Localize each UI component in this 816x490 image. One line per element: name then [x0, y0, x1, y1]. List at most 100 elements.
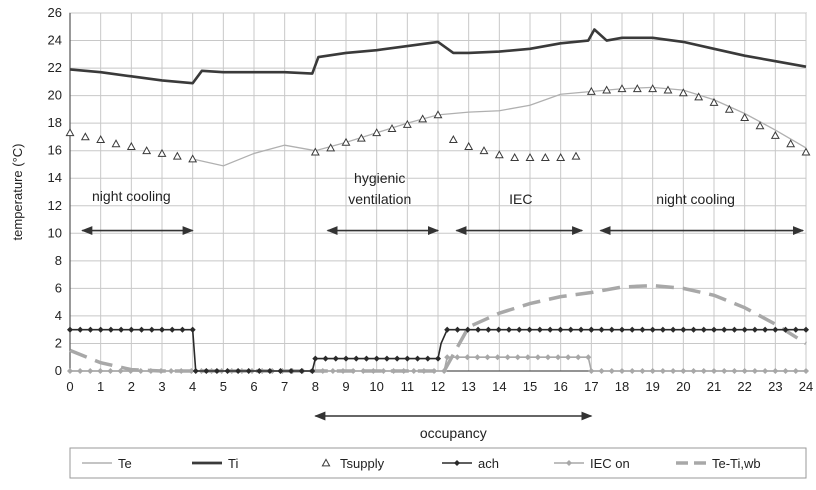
- y-tick-label: 16: [48, 143, 62, 158]
- data-point: [402, 119, 412, 128]
- data-point: [724, 104, 734, 113]
- data-point: [433, 110, 443, 119]
- data-point: [700, 326, 707, 333]
- data-point: [179, 326, 186, 333]
- data-point: [87, 367, 94, 375]
- legend: Te Ti Tsupply ach IEC on Te-Ti,wb: [69, 447, 807, 479]
- data-point: [629, 326, 636, 333]
- data-point: [740, 113, 750, 122]
- data-point: [802, 367, 810, 375]
- x-tick-label: 15: [523, 379, 537, 394]
- legend-label: ach: [478, 456, 499, 471]
- data-point: [670, 367, 677, 375]
- data-point: [464, 354, 471, 361]
- occupancy-label: occupancy: [420, 425, 487, 441]
- x-tick-label: 5: [220, 379, 227, 394]
- data-point: [444, 354, 451, 361]
- y-tick-label: 2: [55, 335, 62, 350]
- data-point: [372, 128, 382, 137]
- data-point: [485, 326, 492, 333]
- x-tick-label: 11: [401, 379, 415, 394]
- data-point: [629, 367, 636, 375]
- data-point: [329, 367, 336, 375]
- data-point: [127, 367, 134, 375]
- data-point: [107, 367, 114, 375]
- series-ach: [66, 326, 810, 375]
- annotation-label: hygienic: [354, 170, 405, 186]
- data-point: [782, 326, 789, 333]
- data-point: [363, 355, 370, 362]
- data-point: [751, 367, 758, 375]
- x-tick-label: 9: [342, 379, 349, 394]
- data-point: [721, 367, 728, 375]
- data-point: [414, 355, 421, 362]
- data-point: [373, 355, 380, 362]
- data-point: [578, 326, 585, 333]
- data-point: [147, 367, 154, 375]
- data-point: [309, 367, 316, 375]
- series-te: [192, 86, 807, 167]
- data-point: [649, 326, 656, 333]
- legend-item: Te-Ti,wb: [676, 456, 761, 471]
- y-tick-label: 12: [48, 198, 62, 213]
- series-ti: [69, 28, 807, 85]
- data-point: [235, 367, 242, 375]
- data-point: [505, 326, 512, 333]
- data-point: [475, 326, 482, 333]
- data-point: [484, 354, 491, 361]
- data-point: [556, 152, 566, 161]
- y-tick-label: 14: [48, 170, 62, 185]
- data-point: [188, 154, 198, 163]
- x-tick-label: 21: [707, 379, 721, 394]
- annotation-label: night cooling: [92, 188, 171, 204]
- x-tick-label: 10: [369, 379, 383, 394]
- legend-item: IEC on: [554, 456, 630, 471]
- data-point: [598, 326, 605, 333]
- data-point: [544, 354, 551, 361]
- legend-label: Te-Ti,wb: [712, 456, 761, 471]
- data-point: [404, 355, 411, 362]
- data-point: [618, 367, 626, 375]
- annotation-label: IEC: [509, 191, 532, 207]
- data-point: [332, 355, 339, 362]
- data-point: [118, 326, 125, 333]
- data-point: [430, 367, 438, 375]
- x-tick-label: 16: [553, 379, 567, 394]
- data-point: [97, 326, 104, 333]
- legend-swatch: [321, 458, 331, 467]
- legend-item: Te: [82, 456, 132, 471]
- data-point: [157, 148, 167, 157]
- data-point: [504, 354, 511, 361]
- data-point: [659, 326, 666, 333]
- y-tick-label: 8: [55, 253, 62, 268]
- data-point: [602, 85, 612, 94]
- x-tick-label: 1: [97, 379, 104, 394]
- data-point: [598, 367, 605, 375]
- x-tick-label: 13: [461, 379, 475, 394]
- data-point: [464, 326, 471, 333]
- data-point: [117, 367, 124, 375]
- data-point: [203, 367, 210, 375]
- data-point: [192, 367, 199, 375]
- data-point: [441, 367, 448, 375]
- data-point: [782, 367, 789, 375]
- data-point: [741, 326, 748, 333]
- data-point: [690, 367, 697, 375]
- data-point: [786, 139, 796, 148]
- legend-item: Tsupply: [321, 456, 385, 471]
- x-tick-label: 20: [676, 379, 690, 394]
- x-tick-label: 23: [768, 379, 782, 394]
- data-point: [534, 354, 541, 361]
- y-tick-label: 22: [48, 60, 62, 75]
- y-tick-label: 6: [55, 280, 62, 295]
- data-point: [168, 367, 175, 375]
- data-point: [169, 326, 176, 333]
- data-point: [741, 367, 748, 375]
- data-point: [494, 354, 501, 361]
- data-point: [762, 326, 769, 333]
- grid: [69, 12, 807, 372]
- data-point: [360, 367, 367, 375]
- x-tick-label: 12: [431, 379, 445, 394]
- data-point: [454, 354, 461, 361]
